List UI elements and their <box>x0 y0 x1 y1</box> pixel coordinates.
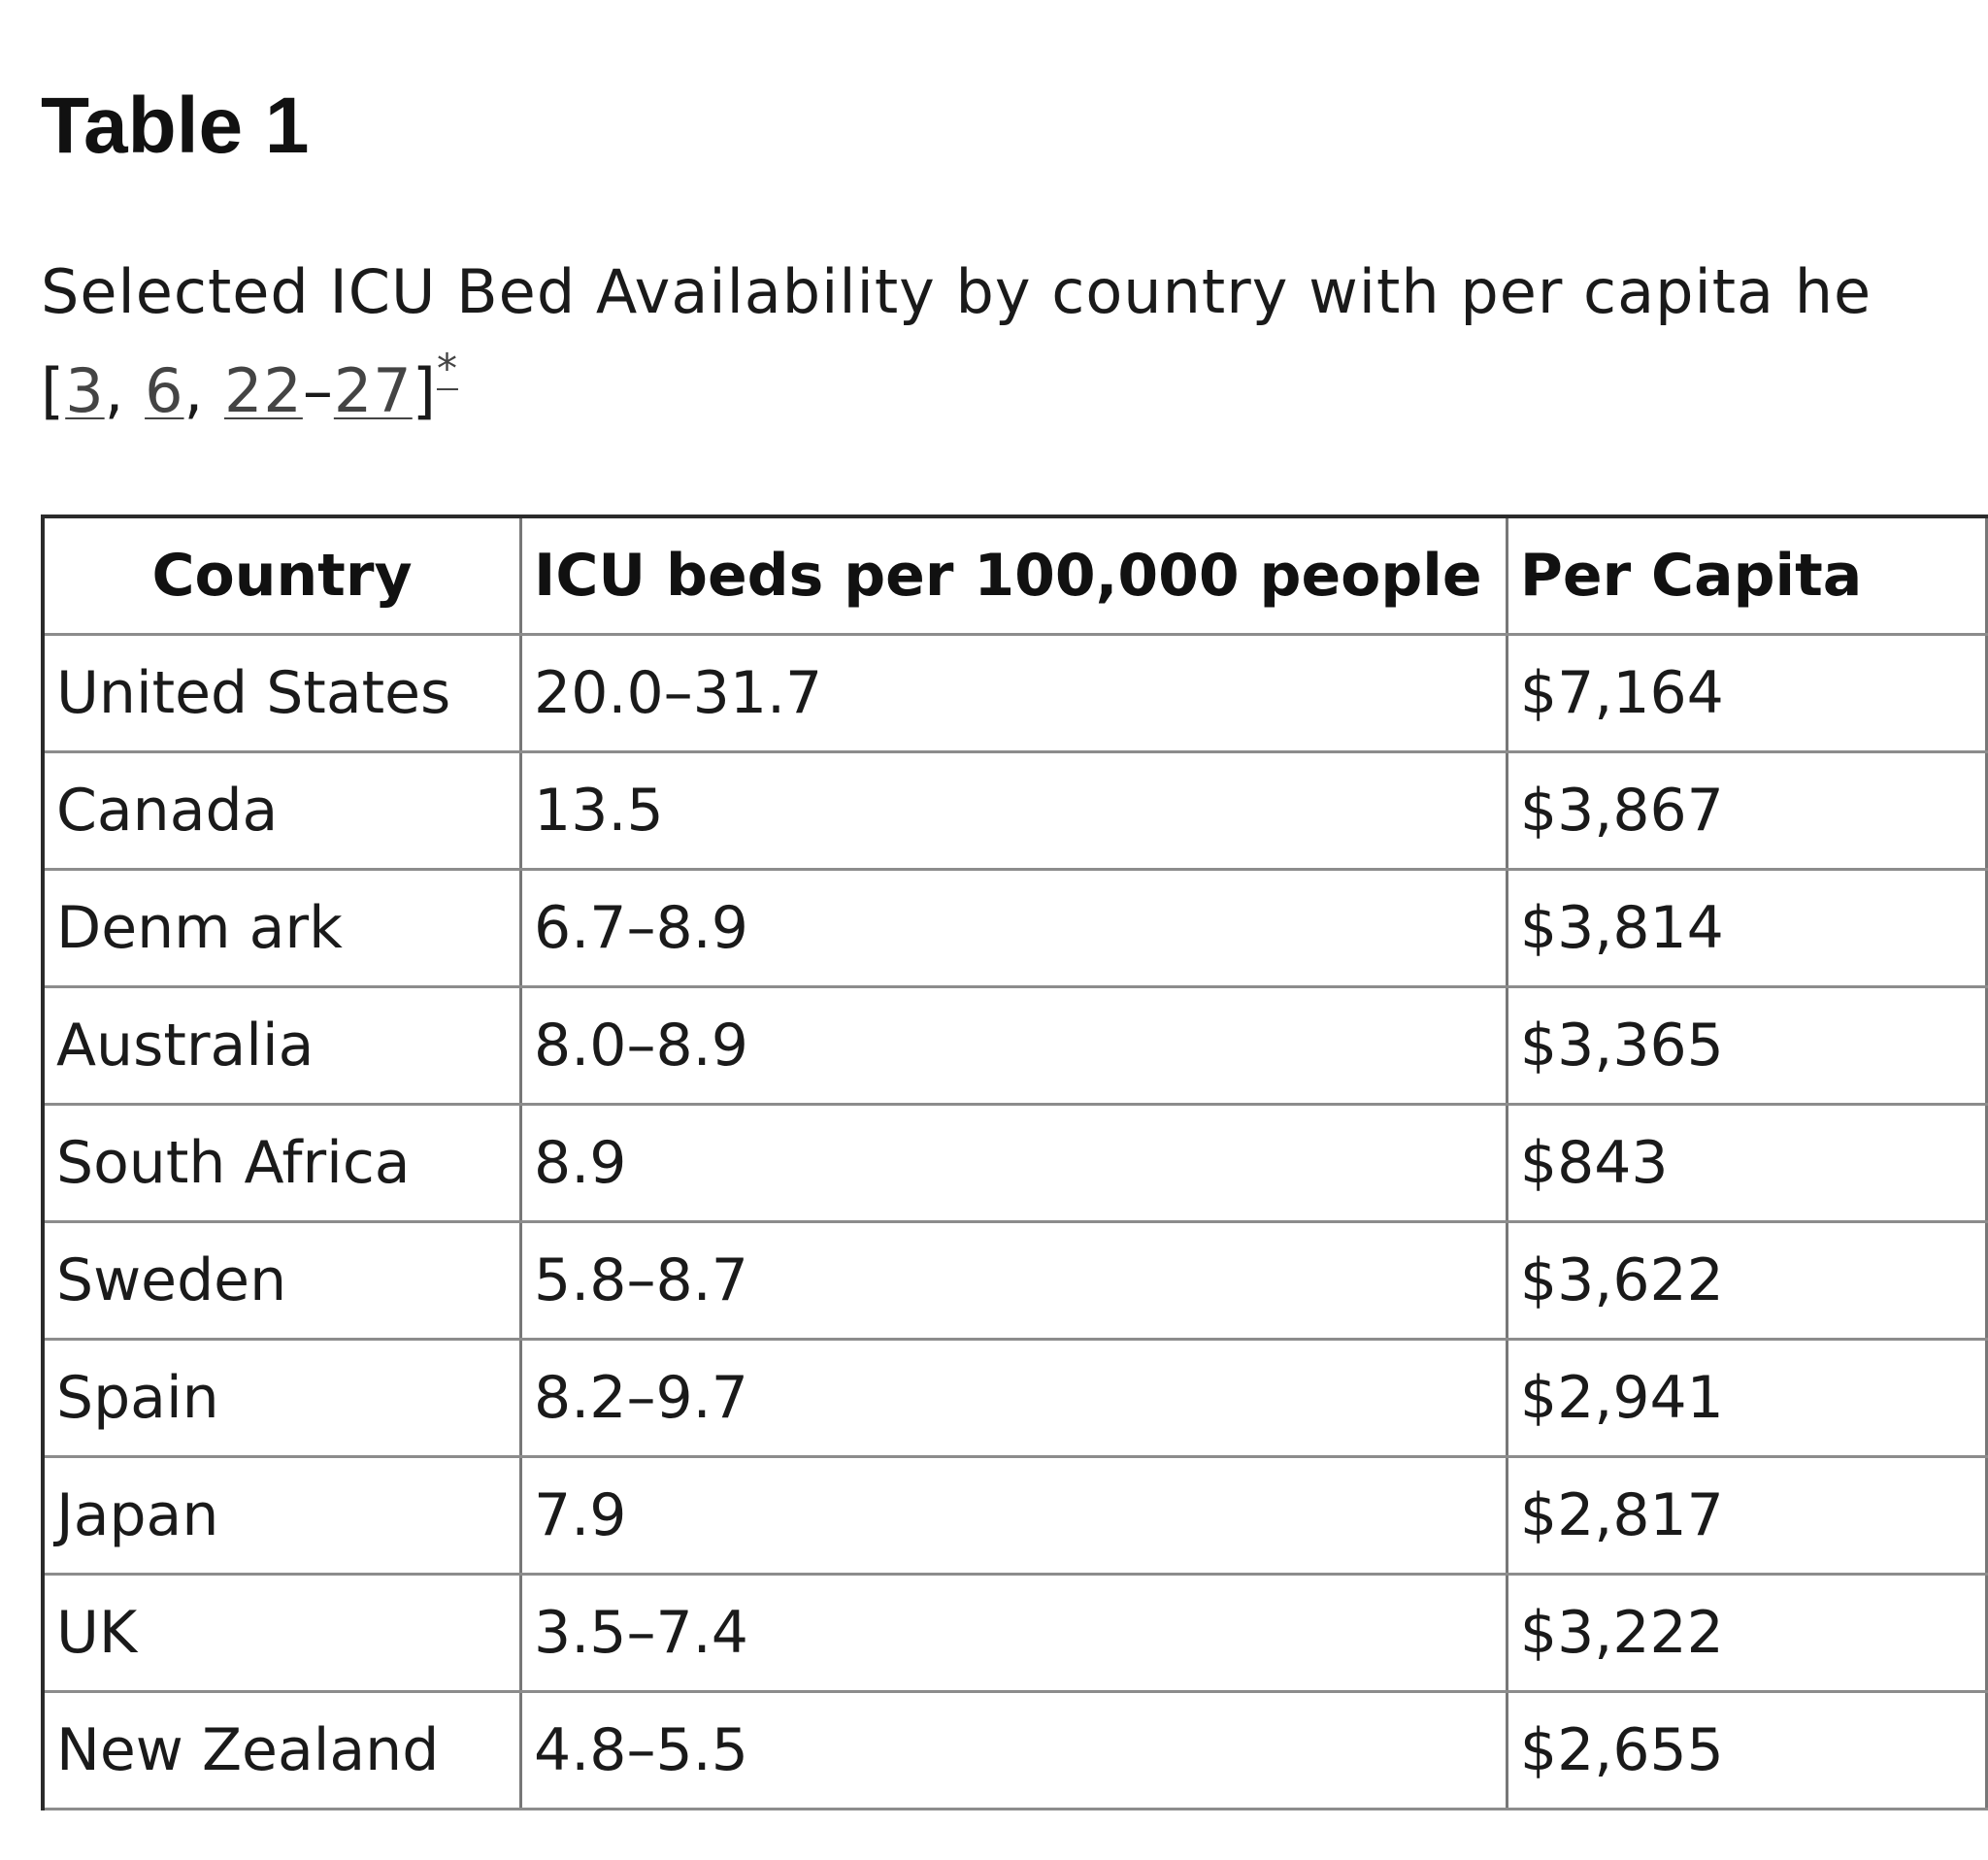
cell-per-capita: $3,365 <box>1505 986 1988 1106</box>
cell-per-capita: $3,814 <box>1505 869 1988 988</box>
cell-icu-beds: 8.9 <box>519 1104 1508 1223</box>
table-row: Denm ark 6.7–8.9 $3,814 <box>41 869 1988 988</box>
table-row: South Africa 8.9 $843 <box>41 1104 1988 1223</box>
cell-per-capita: $3,622 <box>1505 1221 1988 1341</box>
cell-country: Denm ark <box>41 869 523 988</box>
cell-icu-beds: 5.8–8.7 <box>519 1221 1508 1341</box>
cell-per-capita: $7,164 <box>1505 634 1988 753</box>
footnote-marker: * <box>437 337 458 395</box>
caption-references: [3, 6, 22–27]* <box>41 342 1988 441</box>
page-bottom-edge <box>0 1825 1988 1860</box>
table-row: UK 3.5–7.4 $3,222 <box>41 1574 1988 1693</box>
cell-icu-beds: 6.7–8.9 <box>519 869 1508 988</box>
cell-country: Australia <box>41 986 523 1106</box>
table-row: Japan 7.9 $2,817 <box>41 1456 1988 1576</box>
cell-per-capita: $3,867 <box>1505 751 1988 871</box>
cell-icu-beds: 4.8–5.5 <box>519 1691 1508 1810</box>
cell-country: United States <box>41 634 523 753</box>
table-row: Australia 8.0–8.9 $3,365 <box>41 986 1988 1106</box>
table-row: Spain 8.2–9.7 $2,941 <box>41 1339 1988 1458</box>
cell-country: New Zealand <box>41 1691 523 1810</box>
cell-per-capita: $3,222 <box>1505 1574 1988 1693</box>
header-country: Country <box>41 515 523 636</box>
cell-per-capita: $2,817 <box>1505 1456 1988 1576</box>
cell-icu-beds: 3.5–7.4 <box>519 1574 1508 1693</box>
table-row: Canada 13.5 $3,867 <box>41 751 1988 871</box>
reference-link-22[interactable]: 22 <box>223 355 303 426</box>
caption-text: Selected ICU Bed Availability by country… <box>41 256 1872 327</box>
cell-icu-beds: 8.2–9.7 <box>519 1339 1508 1458</box>
table-title: Table 1 <box>41 82 310 170</box>
table-row: New Zealand 4.8–5.5 $2,655 <box>41 1691 1988 1810</box>
cell-country: UK <box>41 1574 523 1693</box>
ref-separator: , <box>183 355 224 426</box>
ref-separator: , <box>104 355 146 426</box>
cell-icu-beds: 20.0–31.7 <box>519 634 1508 753</box>
header-per-capita: Per Capita <box>1505 515 1988 636</box>
refs-close-bracket: ] <box>412 355 437 426</box>
cell-per-capita: $2,941 <box>1505 1339 1988 1458</box>
table-row: Sweden 5.8–8.7 $3,622 <box>41 1221 1988 1341</box>
cell-country: South Africa <box>41 1104 523 1223</box>
table-caption: Selected ICU Bed Availability by country… <box>41 243 1988 441</box>
cell-country: Japan <box>41 1456 523 1576</box>
cell-per-capita: $2,655 <box>1505 1691 1988 1810</box>
cell-icu-beds: 13.5 <box>519 751 1508 871</box>
refs-open-bracket: [ <box>41 355 66 426</box>
footnote-link[interactable]: * <box>436 345 458 392</box>
table-header-row: Country ICU beds per 100,000 people Per … <box>41 515 1988 636</box>
cell-country: Sweden <box>41 1221 523 1341</box>
reference-link-27[interactable]: 27 <box>333 355 413 426</box>
ref-separator: – <box>302 355 334 426</box>
table-row: United States 20.0–31.7 $7,164 <box>41 634 1988 753</box>
icu-beds-table: Country ICU beds per 100,000 people Per … <box>41 515 1988 1810</box>
header-icu-beds: ICU beds per 100,000 people <box>519 515 1508 636</box>
reference-link-3[interactable]: 3 <box>65 355 105 426</box>
reference-link-6[interactable]: 6 <box>145 355 184 426</box>
cell-icu-beds: 7.9 <box>519 1456 1508 1576</box>
cell-country: Canada <box>41 751 523 871</box>
cell-per-capita: $843 <box>1505 1104 1988 1223</box>
cell-country: Spain <box>41 1339 523 1458</box>
cell-icu-beds: 8.0–8.9 <box>519 986 1508 1106</box>
